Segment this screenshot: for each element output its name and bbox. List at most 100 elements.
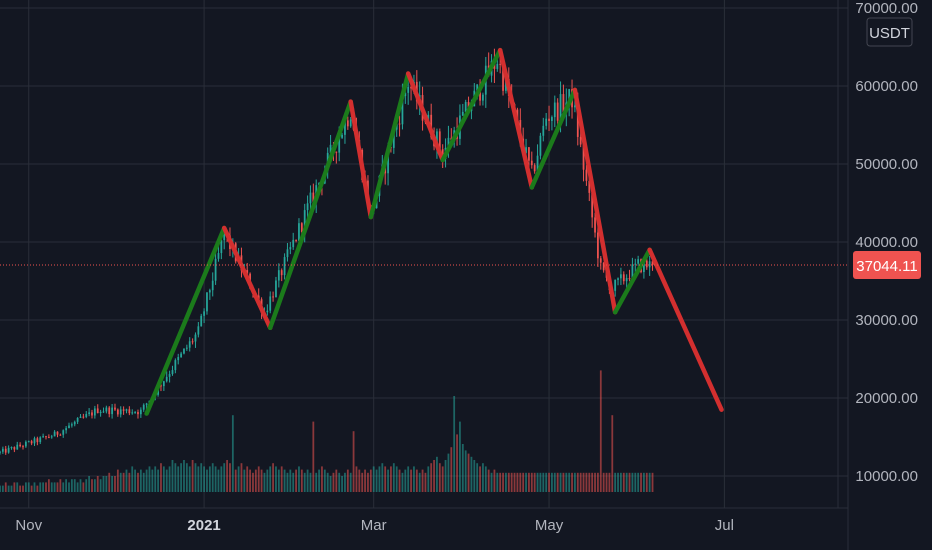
volume-bar [444,460,447,492]
candle-body [211,280,214,291]
candle-body [85,414,88,417]
candle-body [536,155,539,172]
candle-body [200,315,203,327]
y-tick-label: 50000.00 [855,156,918,173]
candle-body [47,436,50,438]
volume-bar [280,466,283,492]
volume-bar [151,469,154,492]
y-axis[interactable]: 10000.00 20000.00 30000.00 40000.00 50000.00… [855,0,918,485]
zigzag-segment [612,247,652,315]
volume-bar [588,472,591,492]
volume-bar [559,472,562,492]
candle-body [76,417,79,422]
volume-bar [68,482,70,492]
volume-bar [565,472,568,492]
candle-body [223,233,226,241]
volume-bar [197,466,200,492]
volume-bar [295,469,297,492]
volume-bar [275,466,277,492]
volume-bar [145,469,148,492]
candle-body [125,409,128,411]
y-tick-label: 30000.00 [855,312,918,329]
volume-bar [119,472,122,492]
volume-bar [329,476,332,492]
candle-body [27,441,30,443]
candle-body [4,448,7,453]
volume-bar [456,434,458,492]
candle-body [617,278,619,280]
volume-bar [637,472,640,492]
candle-body [625,278,628,282]
volume-bar [59,479,62,492]
volume-bar [433,460,435,492]
volume-bar [602,472,605,492]
candle-body [525,147,527,153]
volume-bar [634,472,637,492]
candle-body [585,169,588,181]
volume-bar [229,463,231,492]
volume-bar [62,482,65,492]
volume-bar [369,469,372,492]
volume-bar [490,472,493,492]
volume-bar [367,472,369,492]
candle-body [306,203,309,211]
candle-body [482,94,484,101]
candle-body [191,341,194,343]
candle-body [502,64,504,91]
candle-body [174,360,177,371]
candle-body [116,409,119,415]
candle-body [309,192,312,204]
volume-bar [93,479,96,492]
volume-bar [24,482,27,492]
volume-bar [298,466,300,492]
unit-badge[interactable]: USDT [866,17,913,47]
volume-bar [10,485,13,492]
candle-body [651,261,654,266]
zigzag-segment [647,247,724,412]
candle-body [533,165,536,172]
candle-body [128,409,131,414]
volume-bar [286,472,289,492]
candle-body [292,239,295,248]
volume-bar [436,456,438,492]
candle-body [188,341,191,348]
candle-body [59,434,62,436]
volume-bar [191,460,194,492]
volume-bar [582,472,585,492]
candle-body [99,411,102,414]
candle-body [599,258,602,263]
x-axis[interactable]: Nov 2021 Mar May Jul [15,517,734,534]
candle-body [283,257,286,276]
unit-badge-box[interactable] [866,17,913,47]
zigzag-segment [267,99,353,331]
last-price-badge-box [853,251,921,280]
volume-bar [568,472,571,492]
zigzag-segment [440,47,503,163]
candle-body [280,270,283,276]
candle-body [217,253,220,259]
volume-bar [459,421,461,492]
candle-body [62,430,65,435]
candle-body [341,134,343,138]
volume-bar [116,469,119,492]
volume-bar [45,482,47,492]
volume-bar [553,472,556,492]
candle-body [214,258,217,281]
volume-bars [0,370,654,492]
volume-bar [208,466,211,492]
candle-body [551,117,553,122]
candle-body [93,408,96,416]
candle-body [634,263,637,265]
volume-bar [88,476,91,492]
volume-bar [306,469,309,492]
volume-bar [122,472,125,492]
candle-body [645,260,648,268]
volume-bar [427,466,430,492]
volume-bar [338,472,341,492]
candle-body [145,403,148,405]
volume-bar [42,482,45,492]
candle-body [277,270,280,281]
volume-bar [413,466,415,492]
volume-bar [183,460,185,492]
